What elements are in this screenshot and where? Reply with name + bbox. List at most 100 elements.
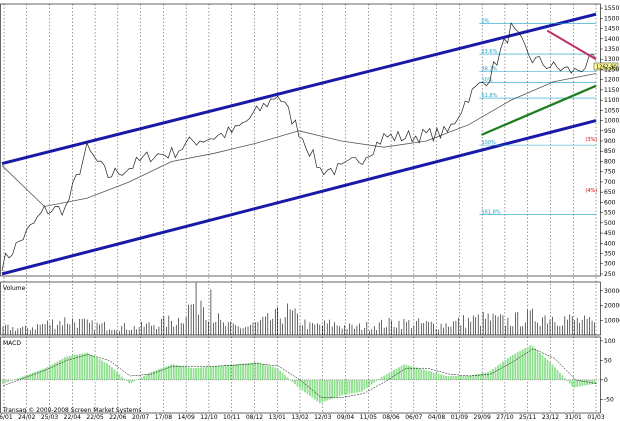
- x-tick-label: 01/09: [451, 414, 468, 421]
- x-tick-label: 08/12: [246, 414, 263, 421]
- downtrend-line: [546, 29, 597, 61]
- panel-frame-1: [0, 281, 601, 336]
- price-axis-ticks: 250 300 350 400 450 500 550 600 650 700 750 800 850 9…: [600, 5, 619, 278]
- macd-tick-label: 50: [604, 357, 612, 364]
- x-tick-label: 31/01: [565, 414, 582, 421]
- y-tick-label: 900: [604, 138, 616, 145]
- x-tick-label: 23/12: [542, 414, 559, 421]
- x-tick-label: 22/05: [86, 414, 103, 421]
- x-tick-label: 17/08: [155, 414, 172, 421]
- macd-histogram: [0, 345, 600, 404]
- x-tick-label: 06/07: [405, 414, 422, 421]
- fib-level-label: 50%: [481, 78, 492, 84]
- fib-level-label: 0%: [481, 18, 489, 24]
- y-tick-label: 1450: [604, 26, 619, 33]
- y-tick-label: 750: [604, 169, 616, 176]
- uptrend-line: [481, 84, 597, 136]
- x-tick-label: 22/06: [109, 414, 126, 421]
- fibonacci-levels: 0% 23.6% 38.2% 50% 61.8% 100% 161.8%: [479, 18, 596, 216]
- y-tick-label: 400: [604, 240, 616, 247]
- y-tick-label: 250: [604, 271, 616, 278]
- price-series-line: [1, 22, 597, 271]
- x-tick-label: 01/03: [587, 414, 604, 421]
- y-tick-label: 450: [604, 230, 616, 237]
- panel-frame-2: [0, 336, 601, 414]
- channel-lower-line: [1, 119, 597, 276]
- x-tick-label: 12/10: [200, 414, 217, 421]
- macd-panel: MACD -50 0 50 100 Transaq © 2000-2008 Scree…: [0, 338, 616, 414]
- y-tick-label: 1350: [604, 46, 619, 53]
- fib-level-label: 61.8%: [481, 93, 497, 99]
- fib-level-label: 23.6%: [481, 49, 497, 55]
- fib-level-label: 38.2%: [481, 66, 497, 72]
- price-panel: 0% 23.6% 38.2% 50% 61.8% 100% 161.8% 1262.90 (3…: [1, 5, 619, 278]
- fib-level-label: 100%: [481, 140, 496, 146]
- y-tick-label: 1150: [604, 87, 619, 94]
- fib-level-label: 161.8%: [481, 210, 500, 216]
- volume-panel: Volume 100000 200000 300000: [2, 282, 620, 335]
- x-tick-label: 25/11: [519, 414, 536, 421]
- percent-annotation: (4%): [585, 188, 597, 194]
- last-price-box: [593, 62, 619, 71]
- macd-tick-label: 0: [604, 377, 608, 384]
- macd-tick-label: -50: [604, 396, 614, 403]
- y-tick-label: 1000: [604, 118, 619, 125]
- y-tick-label: 800: [604, 158, 616, 165]
- y-tick-label: 1500: [604, 15, 619, 22]
- y-tick-label: 850: [604, 148, 616, 155]
- macd-signal-line: [2, 348, 598, 398]
- last-price-label: 1262.90: [596, 64, 617, 70]
- volume-axis-ticks: 100000 200000 300000: [600, 288, 620, 324]
- y-tick-label: 550: [604, 210, 616, 217]
- volume-tick-label: 300000: [604, 288, 620, 295]
- x-tick-label: 09/04: [337, 414, 354, 421]
- x-tick-label: 13/02: [291, 414, 308, 421]
- y-tick-label: 350: [604, 251, 616, 258]
- x-tick-label: 04/08: [428, 414, 445, 421]
- x-tick-label: 26/01: [0, 414, 13, 421]
- volume-tick-label: 200000: [604, 303, 620, 310]
- y-tick-label: 1250: [604, 66, 619, 73]
- panel-frames: [0, 3, 601, 414]
- y-tick-label: 950: [604, 128, 616, 135]
- volume-tick-label: 100000: [604, 317, 620, 324]
- price-annotations: 1262.90 (3%) (4%): [585, 62, 619, 194]
- trend-channel: [1, 12, 597, 276]
- macd-title: MACD: [3, 340, 21, 347]
- x-tick-label: 22/04: [64, 414, 81, 421]
- x-axis-ticks: 26/01 24/02 25/03 22/04 22/05 22/06 20/07 17/08…: [0, 414, 605, 421]
- x-tick-label: 14/09: [178, 414, 195, 421]
- x-tick-label: 29/09: [474, 414, 491, 421]
- panel-frame-0: [0, 3, 601, 277]
- y-tick-label: 650: [604, 189, 616, 196]
- percent-annotation: (3%): [585, 137, 597, 143]
- y-tick-label: 1100: [604, 97, 619, 104]
- moving-average-line: [1, 73, 597, 207]
- x-tick-label: 25/03: [41, 414, 58, 421]
- y-tick-label: 300: [604, 261, 616, 268]
- channel-upper-line: [1, 12, 597, 165]
- x-tick-label: 27/10: [496, 414, 513, 421]
- y-tick-label: 1200: [604, 77, 619, 84]
- y-tick-label: 1050: [604, 107, 619, 114]
- macd-axis-ticks: -50 0 50 100: [600, 338, 616, 403]
- y-tick-label: 1550: [604, 5, 619, 12]
- x-tick-label: 10/11: [223, 414, 240, 421]
- x-tick-label: 11/05: [360, 414, 377, 421]
- volume-title: Volume: [3, 285, 26, 292]
- y-tick-label: 1400: [604, 36, 619, 43]
- volume-bars: [2, 282, 595, 335]
- y-tick-label: 600: [604, 199, 616, 206]
- x-tick-label: 12/03: [314, 414, 331, 421]
- y-tick-label: 500: [604, 220, 616, 227]
- x-tick-label: 24/02: [18, 414, 35, 421]
- y-tick-label: 700: [604, 179, 616, 186]
- vertical-grid: [3, 4, 597, 413]
- y-tick-label: 1300: [604, 56, 619, 63]
- x-tick-label: 08/06: [382, 414, 399, 421]
- x-tick-label: 20/07: [132, 414, 149, 421]
- copyright-text: Transaq © 2000-2008 Screen Market System…: [2, 407, 141, 414]
- x-tick-label: 13/01: [269, 414, 286, 421]
- trendlines: [481, 29, 597, 136]
